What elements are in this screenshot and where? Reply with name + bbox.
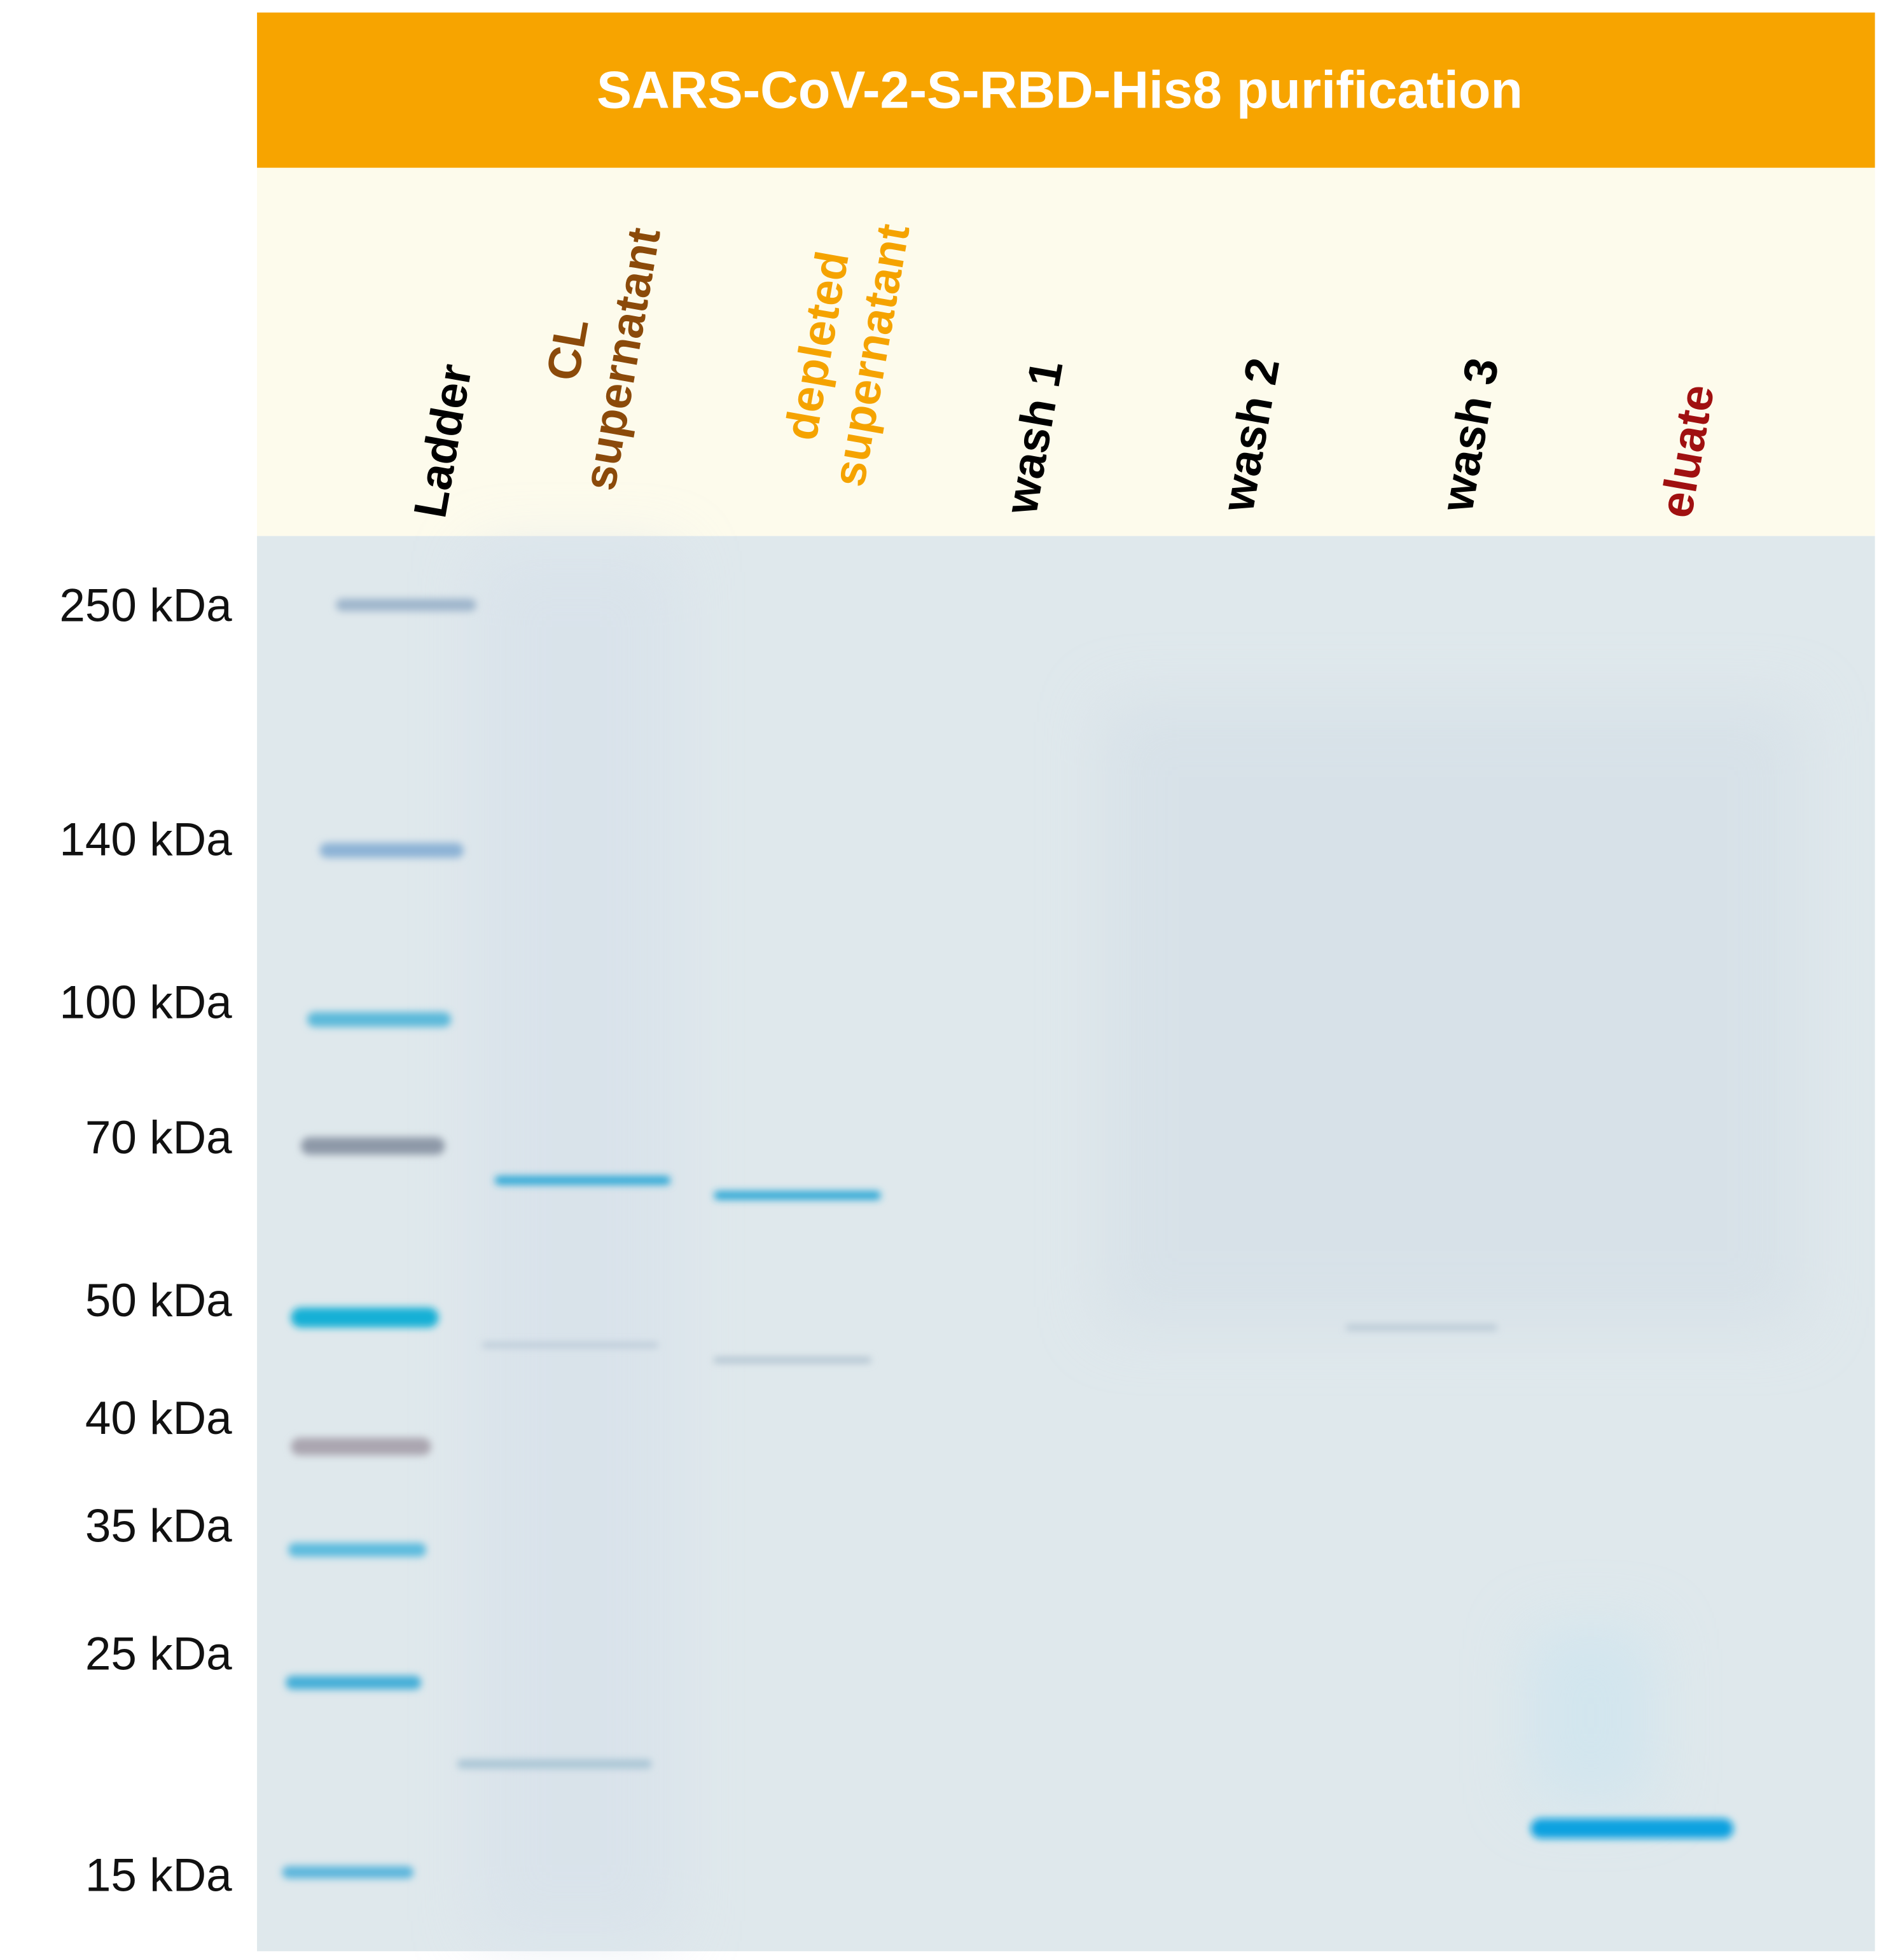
marker-label: 50 kDa [85, 1275, 232, 1326]
marker-label: 40 kDa [85, 1393, 232, 1444]
label-area [257, 167, 1875, 536]
marker-label: 250 kDa [59, 580, 232, 631]
marker-label: 35 kDa [85, 1500, 232, 1552]
title: SARS-CoV-2-S-RBD-His8 purification [597, 60, 1523, 119]
sample-bands [457, 1176, 1734, 1839]
marker-labels: 250 kDa 140 kDa 100 kDa 70 kDa 50 kDa 40… [59, 580, 232, 1901]
marker-label: 15 kDa [85, 1850, 232, 1901]
lane-label: CL [537, 314, 599, 384]
marker-label: 100 kDa [59, 977, 232, 1029]
title-bar [257, 12, 1875, 168]
ladder-bands [282, 599, 476, 1879]
marker-label: 70 kDa [85, 1112, 232, 1164]
marker-label: 25 kDa [85, 1628, 232, 1679]
gel-background [476, 551, 1804, 1942]
marker-label: 140 kDa [59, 814, 232, 866]
